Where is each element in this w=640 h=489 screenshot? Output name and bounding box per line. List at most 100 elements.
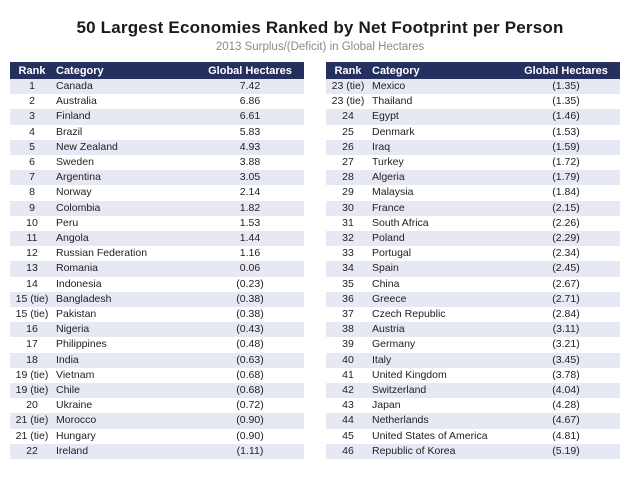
- table-row: 32 Poland (2.29): [326, 231, 620, 247]
- cell-category: Angola: [54, 231, 196, 247]
- cell-category: Austria: [370, 322, 512, 338]
- cell-category: Mexico: [370, 79, 512, 95]
- cell-global-hectares: (1.35): [512, 94, 620, 110]
- cell-global-hectares: (2.67): [512, 276, 620, 292]
- cell-rank: 13: [10, 261, 54, 277]
- table-row: 30 France (2.15): [326, 200, 620, 216]
- cell-rank: 39: [326, 337, 370, 353]
- cell-category: Australia: [54, 94, 196, 110]
- cell-category: South Africa: [370, 215, 512, 232]
- cell-global-hectares: 1.44: [196, 231, 304, 247]
- cell-rank: 18: [10, 352, 54, 368]
- column-header-rank: Rank: [326, 62, 370, 79]
- cell-global-hectares: (2.26): [512, 215, 620, 232]
- cell-rank: 46: [326, 443, 370, 460]
- table-row: 15 (tie) Pakistan (0.38): [10, 307, 304, 323]
- table-row: 38 Austria (3.11): [326, 322, 620, 338]
- table-row: 23 (tie) Thailand (1.35): [326, 94, 620, 110]
- table-row: 37 Czech Republic (2.84): [326, 307, 620, 323]
- cell-global-hectares: (0.68): [196, 383, 304, 399]
- cell-category: Norway: [54, 185, 196, 201]
- cell-rank: 35: [326, 276, 370, 292]
- cell-global-hectares: (3.21): [512, 337, 620, 353]
- cell-global-hectares: (0.90): [196, 428, 304, 444]
- cell-category: Malaysia: [370, 185, 512, 201]
- cell-category: Sweden: [54, 155, 196, 171]
- cell-rank: 42: [326, 383, 370, 399]
- table-row: 9 Colombia 1.82: [10, 200, 304, 216]
- cell-category: Bangladesh: [54, 291, 196, 308]
- table-row: 45 United States of America (4.81): [326, 428, 620, 444]
- table-row: 8 Norway 2.14: [10, 185, 304, 201]
- column-header-category: Category: [54, 62, 196, 79]
- cell-global-hectares: (1.84): [512, 185, 620, 201]
- cell-rank: 43: [326, 398, 370, 414]
- cell-category: Nigeria: [54, 322, 196, 338]
- cell-category: Canada: [54, 79, 196, 95]
- cell-global-hectares: (1.79): [512, 170, 620, 186]
- cell-rank: 5: [10, 139, 54, 156]
- cell-category: Egypt: [370, 109, 512, 125]
- column-header-global-hectares: Global Hectares: [512, 62, 620, 79]
- table-row: 42 Switzerland (4.04): [326, 383, 620, 399]
- cell-rank: 4: [10, 124, 54, 140]
- cell-global-hectares: 1.16: [196, 246, 304, 262]
- cell-category: Brazil: [54, 124, 196, 140]
- cell-global-hectares: 5.83: [196, 124, 304, 140]
- cell-global-hectares: (2.45): [512, 261, 620, 277]
- cell-category: Iraq: [370, 139, 512, 156]
- cell-global-hectares: (4.04): [512, 383, 620, 399]
- cell-global-hectares: (5.19): [512, 443, 620, 460]
- cell-rank: 21 (tie): [10, 413, 54, 429]
- cell-rank: 33: [326, 246, 370, 262]
- table-row: 25 Denmark (1.53): [326, 124, 620, 140]
- cell-category: Indonesia: [54, 276, 196, 292]
- cell-category: Germany: [370, 337, 512, 353]
- cell-category: Spain: [370, 261, 512, 277]
- cell-rank: 27: [326, 155, 370, 171]
- cell-category: Italy: [370, 352, 512, 368]
- cell-category: Chile: [54, 383, 196, 399]
- cell-rank: 29: [326, 185, 370, 201]
- cell-category: Argentina: [54, 170, 196, 186]
- column-header-global-hectares: Global Hectares: [196, 62, 304, 79]
- column-header-rank: Rank: [10, 62, 54, 79]
- cell-rank: 32: [326, 231, 370, 247]
- table-row: 46 Republic of Korea (5.19): [326, 443, 620, 460]
- cell-rank: 20: [10, 398, 54, 414]
- cell-rank: 36: [326, 291, 370, 308]
- cell-category: Pakistan: [54, 307, 196, 323]
- cell-global-hectares: (3.11): [512, 322, 620, 338]
- cell-global-hectares: (2.29): [512, 231, 620, 247]
- table-row: 27 Turkey (1.72): [326, 155, 620, 171]
- table-row: 6 Sweden 3.88: [10, 155, 304, 171]
- cell-rank: 37: [326, 307, 370, 323]
- cell-rank: 14: [10, 276, 54, 292]
- cell-category: Ireland: [54, 443, 196, 460]
- table-row: 35 China (2.67): [326, 276, 620, 292]
- cell-category: Thailand: [370, 94, 512, 110]
- cell-rank: 30: [326, 200, 370, 216]
- table-row: 17 Philippines (0.48): [10, 337, 304, 353]
- cell-global-hectares: (0.38): [196, 291, 304, 308]
- table-row: 33 Portugal (2.34): [326, 246, 620, 262]
- cell-category: United Kingdom: [370, 367, 512, 384]
- table-right-body: 23 (tie) Mexico (1.35) 23 (tie) Thailand (1.3…: [326, 79, 620, 460]
- table-left: Rank Category Global Hectares 1 Canada 7.4…: [10, 62, 304, 460]
- table-right: Rank Category Global Hectares 23 (tie) Me…: [326, 62, 620, 460]
- cell-global-hectares: 3.88: [196, 155, 304, 171]
- cell-global-hectares: 6.61: [196, 109, 304, 125]
- cell-rank: 31: [326, 215, 370, 232]
- table-row: 21 (tie) Hungary (0.90): [10, 428, 304, 444]
- cell-rank: 23 (tie): [326, 94, 370, 110]
- cell-rank: 9: [10, 200, 54, 216]
- table-row: 19 (tie) Chile (0.68): [10, 383, 304, 399]
- table-left-body: 1 Canada 7.42 2 Australia 6.86 3 Finland 6.61 4 Br…: [10, 79, 304, 460]
- cell-category: Japan: [370, 398, 512, 414]
- table-row: 40 Italy (3.45): [326, 352, 620, 368]
- table-row: 43 Japan (4.28): [326, 398, 620, 414]
- cell-rank: 23 (tie): [326, 79, 370, 95]
- table-row: 18 India (0.63): [10, 352, 304, 368]
- cell-rank: 45: [326, 428, 370, 444]
- cell-rank: 28: [326, 170, 370, 186]
